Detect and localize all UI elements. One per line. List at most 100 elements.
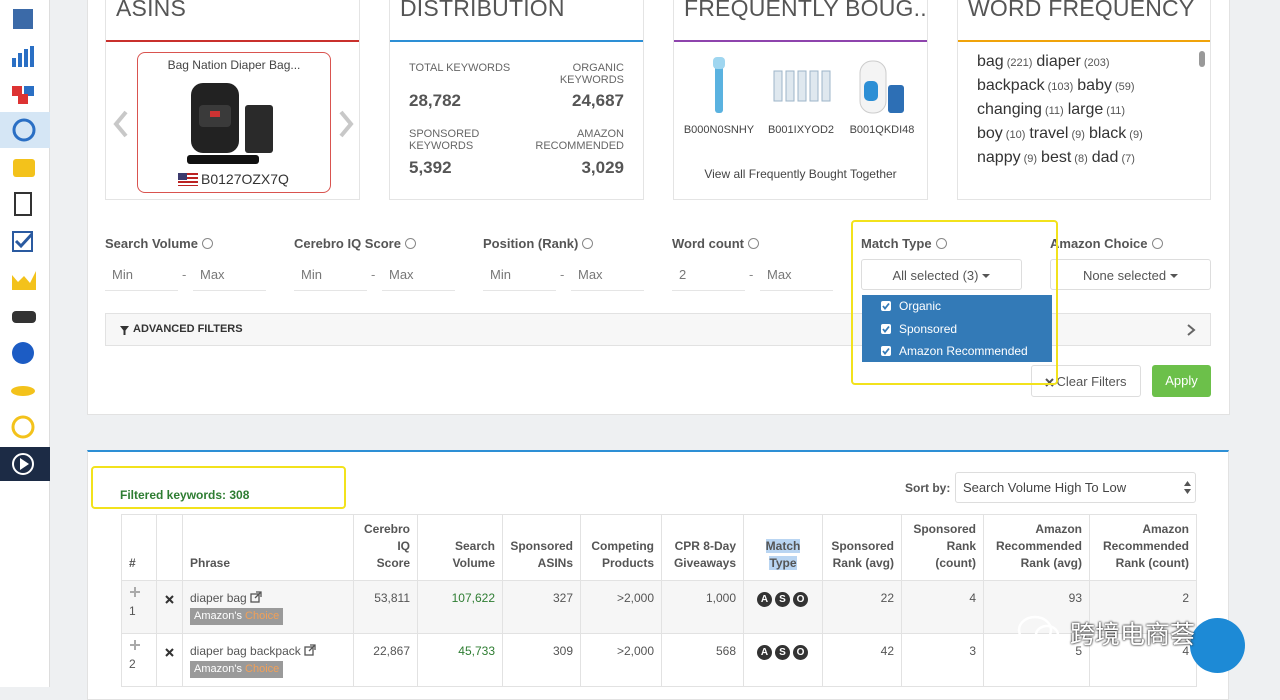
stat-label: SPONSORED KEYWORDS — [409, 128, 480, 152]
rank-cell: 3 — [901, 633, 984, 687]
view-all-link[interactable]: View all Frequently Bought Together — [704, 167, 897, 181]
match-type-icon: O — [793, 592, 808, 607]
word: large — [1067, 101, 1104, 118]
check — [882, 325, 890, 333]
sort-value: Search Volume High To Low — [963, 480, 1127, 495]
icon[interactable] — [12, 342, 34, 364]
multi-select[interactable]: All selected (3) — [861, 259, 1022, 290]
dropdown-option[interactable]: Organic — [881, 299, 941, 313]
watermark-icon — [1017, 615, 1060, 646]
sort-label: Sort by: — [905, 481, 951, 495]
carousel-next[interactable] — [337, 110, 355, 138]
icon[interactable] — [12, 86, 34, 104]
sort-select[interactable]: Search Volume High To Low — [955, 472, 1196, 503]
badge-text: Amazon's — [194, 610, 242, 622]
icon[interactable] — [13, 9, 33, 29]
help-icon — [201, 238, 213, 249]
icon[interactable] — [13, 159, 35, 177]
column-header: Match Type — [743, 514, 823, 581]
rank-cell: 4 — [1089, 633, 1197, 687]
word-count: (59) — [1114, 81, 1135, 93]
multi-select[interactable]: None selected — [1050, 259, 1211, 290]
word: black — [1088, 125, 1127, 142]
word-count: (11) — [1106, 105, 1126, 117]
min-input[interactable]: Min — [483, 259, 556, 291]
chat-button[interactable] — [1190, 618, 1245, 673]
expand-icon[interactable] — [129, 639, 141, 651]
clear-filters-button[interactable]: Clear Filters — [1031, 365, 1141, 397]
column-header — [156, 514, 183, 581]
icon[interactable] — [11, 386, 35, 396]
word-count: (9) — [1129, 129, 1143, 141]
max-input[interactable]: Max — [193, 259, 266, 291]
remove-icon[interactable] — [165, 595, 174, 604]
max-input[interactable]: Max — [382, 259, 455, 291]
min-input[interactable]: Min — [105, 259, 178, 291]
column-header: Sponsored ASINs — [502, 514, 581, 581]
product-asin[interactable]: B001QKDI48 — [849, 124, 915, 136]
option-label: Organic — [899, 299, 942, 313]
separator: - — [371, 267, 376, 282]
dropdown-option[interactable]: Sponsored — [881, 322, 957, 336]
sidebar — [0, 0, 50, 687]
filter-icon — [120, 326, 129, 335]
filter-label: Word count — [672, 236, 759, 251]
help-icon — [747, 238, 759, 249]
max-input[interactable]: Max — [571, 259, 644, 291]
phrase-cell: diaper bag backpack Amazon's Choice — [182, 633, 354, 687]
external-link[interactable] — [247, 591, 262, 605]
remove-icon[interactable] — [165, 648, 174, 657]
separator: - — [749, 267, 754, 282]
icon[interactable] — [12, 118, 36, 142]
metric-cell: 53,811 — [353, 580, 418, 634]
metric-cell: 107,622 — [417, 580, 503, 634]
index-cell: 1 — [121, 580, 157, 634]
word: travel — [1029, 125, 1069, 142]
match-type-icon: A — [757, 592, 772, 607]
scrollbar[interactable] — [1199, 51, 1205, 67]
highlight-box — [91, 466, 346, 509]
product-name: Bag Nation Diaper Bag... — [167, 58, 301, 72]
max-input[interactable]: Max — [760, 259, 833, 291]
header-text: Match Type — [765, 539, 801, 570]
icon[interactable] — [14, 192, 32, 216]
card-rule — [674, 40, 927, 42]
column-header: # — [121, 514, 157, 581]
label-text: Position (Rank) — [483, 236, 579, 251]
header-row: # Phrase Cerebro IQ Score Search Volume Spon… — [121, 514, 1197, 581]
rank-cell: 22 — [822, 580, 902, 634]
match-type-icon: A — [757, 645, 772, 660]
icon[interactable] — [12, 453, 34, 475]
min-input[interactable]: Min — [294, 259, 367, 291]
phrase[interactable]: diaper bag backpack — [190, 644, 301, 658]
expand-icon[interactable] — [129, 586, 141, 598]
column-header: Sponsored Rank (avg) — [822, 514, 902, 581]
word-count: (11) — [1044, 105, 1064, 117]
product-asin[interactable]: B001IXYOD2 — [767, 124, 835, 136]
dropdown-option[interactable]: Amazon Recommended — [881, 344, 1028, 358]
phrase[interactable]: diaper bag — [190, 591, 247, 605]
product-asin[interactable]: B000N0SNHY — [683, 124, 755, 136]
external-link[interactable] — [301, 644, 316, 658]
card-title: FREQUENTLY BOUG... — [684, 0, 928, 21]
apply-button[interactable]: Apply — [1152, 365, 1211, 397]
icon[interactable] — [12, 271, 36, 290]
select-arrows — [1184, 481, 1191, 494]
checkbox — [881, 323, 891, 334]
icon[interactable] — [12, 311, 36, 323]
product-box[interactable]: Bag Nation Diaper Bag... B0127OZX7Q — [137, 52, 331, 193]
word: dad — [1091, 149, 1119, 166]
icon[interactable] — [11, 415, 35, 439]
keyword-table: # Phrase Cerebro IQ Score Search Volume Spon… — [121, 514, 1197, 687]
metric-cell: 327 — [502, 580, 581, 634]
icon[interactable] — [12, 231, 34, 252]
card-title: WORD FREQUENCY — [968, 0, 1195, 21]
metric-cell: 1,000 — [661, 580, 744, 634]
word-count: (8) — [1074, 153, 1088, 165]
icon[interactable] — [12, 46, 34, 67]
filter-label: Position (Rank) — [483, 236, 594, 251]
carousel-prev[interactable] — [112, 110, 130, 138]
min-input[interactable]: 2 — [672, 259, 745, 291]
option-label: Amazon Recommended — [899, 344, 1028, 358]
product-image — [773, 70, 831, 102]
